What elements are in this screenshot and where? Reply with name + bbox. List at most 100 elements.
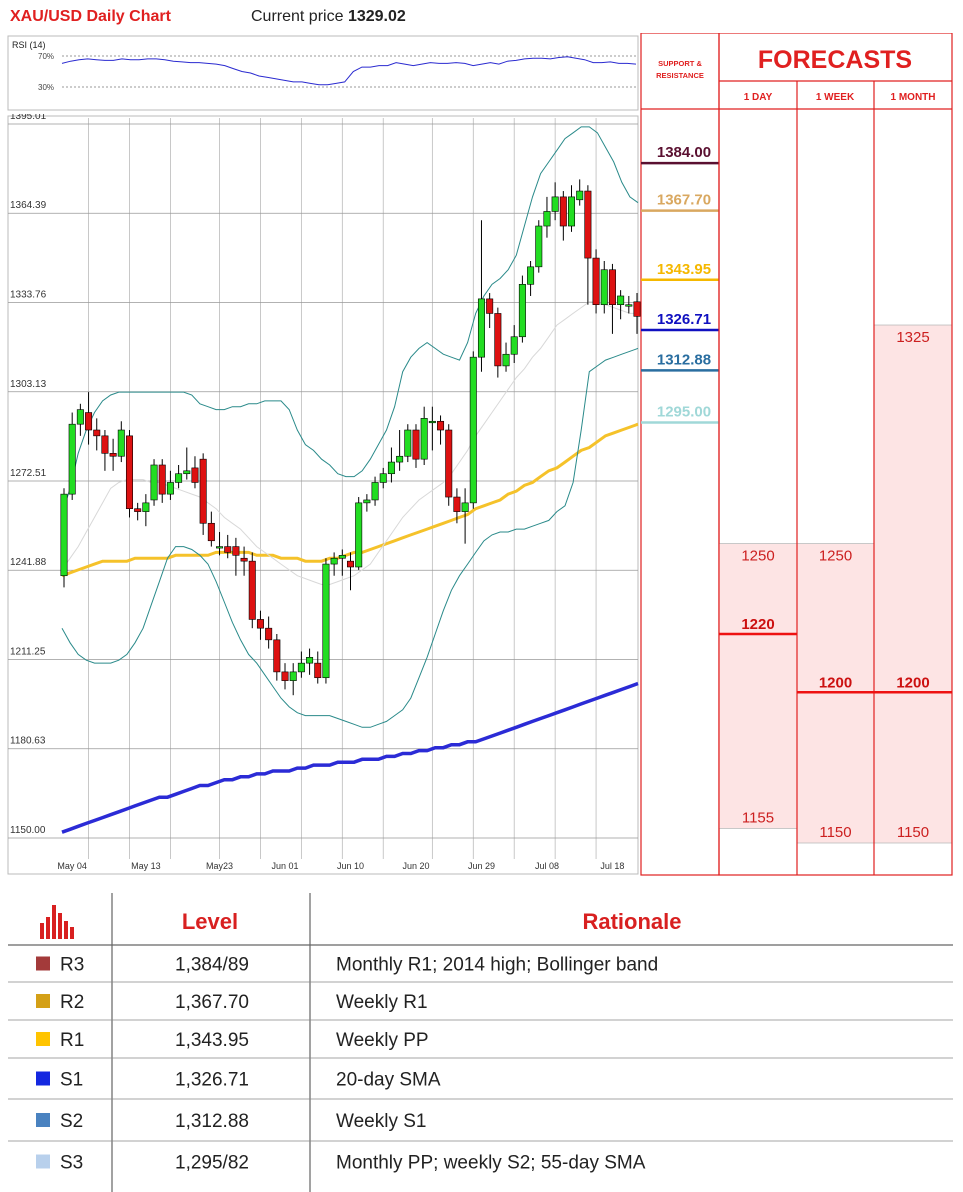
candles bbox=[60, 179, 641, 696]
candle-body bbox=[76, 409, 84, 425]
level-rationale: Monthly PP; weekly S2; 55-day SMA bbox=[336, 1153, 646, 1174]
candle-body bbox=[322, 563, 330, 679]
candle-body bbox=[543, 211, 551, 227]
candle-body bbox=[125, 435, 133, 509]
candle-body bbox=[477, 298, 485, 358]
level-value: 1,295/82 bbox=[175, 1153, 249, 1174]
series-line bbox=[61, 347, 639, 728]
y-tick-label: 1364.39 bbox=[10, 200, 47, 211]
x-tick-label: May 04 bbox=[57, 861, 87, 871]
candle-body bbox=[486, 298, 494, 314]
forecast-lines: 1250 1220 1155 1250 1200 1150 1325 1200 1150 bbox=[719, 329, 952, 841]
candle-body bbox=[608, 269, 616, 306]
forecast-mid-month: 1200 bbox=[896, 674, 929, 691]
candle-body bbox=[256, 619, 264, 629]
y-tick-label: 1150.00 bbox=[10, 825, 46, 836]
candle-body bbox=[117, 429, 125, 457]
candle-body bbox=[297, 662, 305, 673]
y-axis-labels: 1150.00 1180.63 1211.25 1241.88 1272.51 1303.… bbox=[10, 114, 47, 836]
candle-body bbox=[101, 435, 109, 454]
header-level: Level bbox=[182, 909, 238, 934]
candle-body bbox=[150, 464, 158, 501]
forecast-low-month: 1150 bbox=[897, 824, 929, 841]
level-color-swatch bbox=[36, 956, 50, 971]
candle-body bbox=[396, 455, 404, 463]
forecasts-title: FORECASTS bbox=[758, 46, 912, 74]
level-value: 1,343.95 bbox=[175, 1030, 249, 1051]
level-tag: S1 bbox=[60, 1070, 83, 1091]
col-1-day: 1 DAY bbox=[744, 92, 773, 103]
candle-body bbox=[232, 546, 240, 556]
sr-level-value: 1384.00 bbox=[657, 144, 711, 161]
candle-body bbox=[625, 304, 633, 307]
sr-level-value: 1312.88 bbox=[657, 351, 711, 368]
candle-body bbox=[617, 295, 625, 306]
forecast-high-day: 1250 bbox=[741, 548, 774, 565]
current-price: Current price 1329.02 bbox=[251, 8, 406, 26]
candle-body bbox=[134, 508, 142, 512]
candle-body bbox=[437, 420, 445, 431]
table-rows: R3 1,384/89 Monthly R1; 2014 high; Bolling… bbox=[8, 944, 953, 1174]
candle-body bbox=[224, 546, 232, 553]
col-1-month: 1 MONTH bbox=[891, 92, 936, 103]
candle-body bbox=[600, 269, 608, 306]
candle-body bbox=[289, 671, 297, 681]
rsi-frame bbox=[7, 35, 639, 111]
grid-vertical bbox=[88, 118, 597, 859]
candle-body bbox=[518, 284, 526, 338]
level-rationale: Weekly PP bbox=[336, 1030, 429, 1051]
levels-table: Level Rationale R3 1,384/89 Monthly R1; 20… bbox=[8, 893, 953, 1192]
candle-body bbox=[265, 627, 273, 641]
y-tick-label: 1395.01 bbox=[10, 114, 47, 122]
y-tick-label: 1303.13 bbox=[10, 379, 47, 390]
candle-body bbox=[248, 560, 256, 620]
candle-body bbox=[355, 502, 363, 568]
x-tick-label: Jul 08 bbox=[535, 861, 559, 871]
price-chart: 1150.00 1180.63 1211.25 1241.88 1272.51 1303.… bbox=[7, 114, 641, 875]
level-color-swatch bbox=[36, 1154, 50, 1169]
candle-body bbox=[576, 190, 584, 201]
forecast-range-day bbox=[718, 543, 798, 829]
sr-frame bbox=[640, 33, 720, 876]
candle-body bbox=[142, 502, 150, 512]
y-tick-label: 1241.88 bbox=[10, 557, 47, 568]
candle-body bbox=[216, 546, 224, 549]
y-tick-label: 1180.63 bbox=[10, 736, 46, 747]
forecast-range-month bbox=[873, 324, 953, 844]
chart-frame bbox=[7, 115, 639, 875]
x-tick-label: May 13 bbox=[131, 861, 161, 871]
current-price-label: Current price bbox=[251, 8, 344, 25]
candle-body bbox=[85, 412, 93, 431]
level-tag: R3 bbox=[60, 955, 84, 976]
candle-body bbox=[453, 496, 461, 512]
candle-body bbox=[191, 467, 199, 483]
candle-body bbox=[510, 336, 518, 355]
y-tick-label: 1272.51 bbox=[10, 468, 47, 479]
candle-body bbox=[199, 458, 207, 524]
candle-body bbox=[158, 464, 166, 495]
candle-body bbox=[494, 313, 502, 367]
y-tick-label: 1211.25 bbox=[10, 647, 46, 658]
rsi-line bbox=[61, 56, 637, 86]
candle-body bbox=[420, 418, 428, 460]
candle-body bbox=[273, 639, 281, 673]
level-tag: R1 bbox=[60, 1030, 84, 1051]
forecast-high-month: 1325 bbox=[896, 329, 929, 346]
level-color-swatch bbox=[36, 994, 50, 1008]
candle-body bbox=[109, 453, 117, 457]
forecast-low-week: 1150 bbox=[819, 824, 851, 841]
chart-header: XAU/USD Daily Chart Current price 1329.0… bbox=[0, 0, 640, 34]
header-rationale: Rationale bbox=[582, 909, 681, 934]
level-value: 1,367.70 bbox=[175, 992, 249, 1013]
support-resistance-panel: SUPPORT & RESISTANCE 1384.00 1367.70 1343.… bbox=[640, 33, 720, 876]
candle-body bbox=[592, 257, 600, 306]
series-line bbox=[61, 681, 639, 834]
sr-heading-2: RESISTANCE bbox=[656, 71, 704, 80]
level-value: 1,384/89 bbox=[175, 955, 249, 976]
x-tick-label: Jun 01 bbox=[271, 861, 298, 871]
candle-body bbox=[68, 423, 76, 495]
candle-body bbox=[363, 499, 371, 504]
rsi-70-label: 70% bbox=[38, 52, 54, 61]
sr-level-value: 1367.70 bbox=[657, 192, 711, 209]
candle-body bbox=[207, 522, 215, 542]
